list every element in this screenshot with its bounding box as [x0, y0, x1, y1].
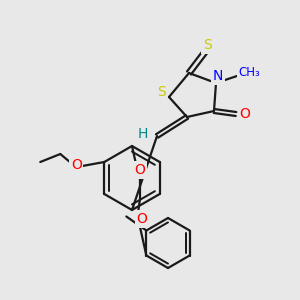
Text: O: O [71, 158, 82, 172]
Text: CH₃: CH₃ [238, 67, 260, 80]
Text: S: S [202, 38, 211, 52]
Text: O: O [136, 212, 147, 226]
Text: H: H [138, 127, 148, 141]
Text: S: S [157, 85, 165, 99]
Text: O: O [135, 163, 146, 177]
Text: N: N [213, 69, 223, 83]
Text: O: O [240, 107, 250, 121]
